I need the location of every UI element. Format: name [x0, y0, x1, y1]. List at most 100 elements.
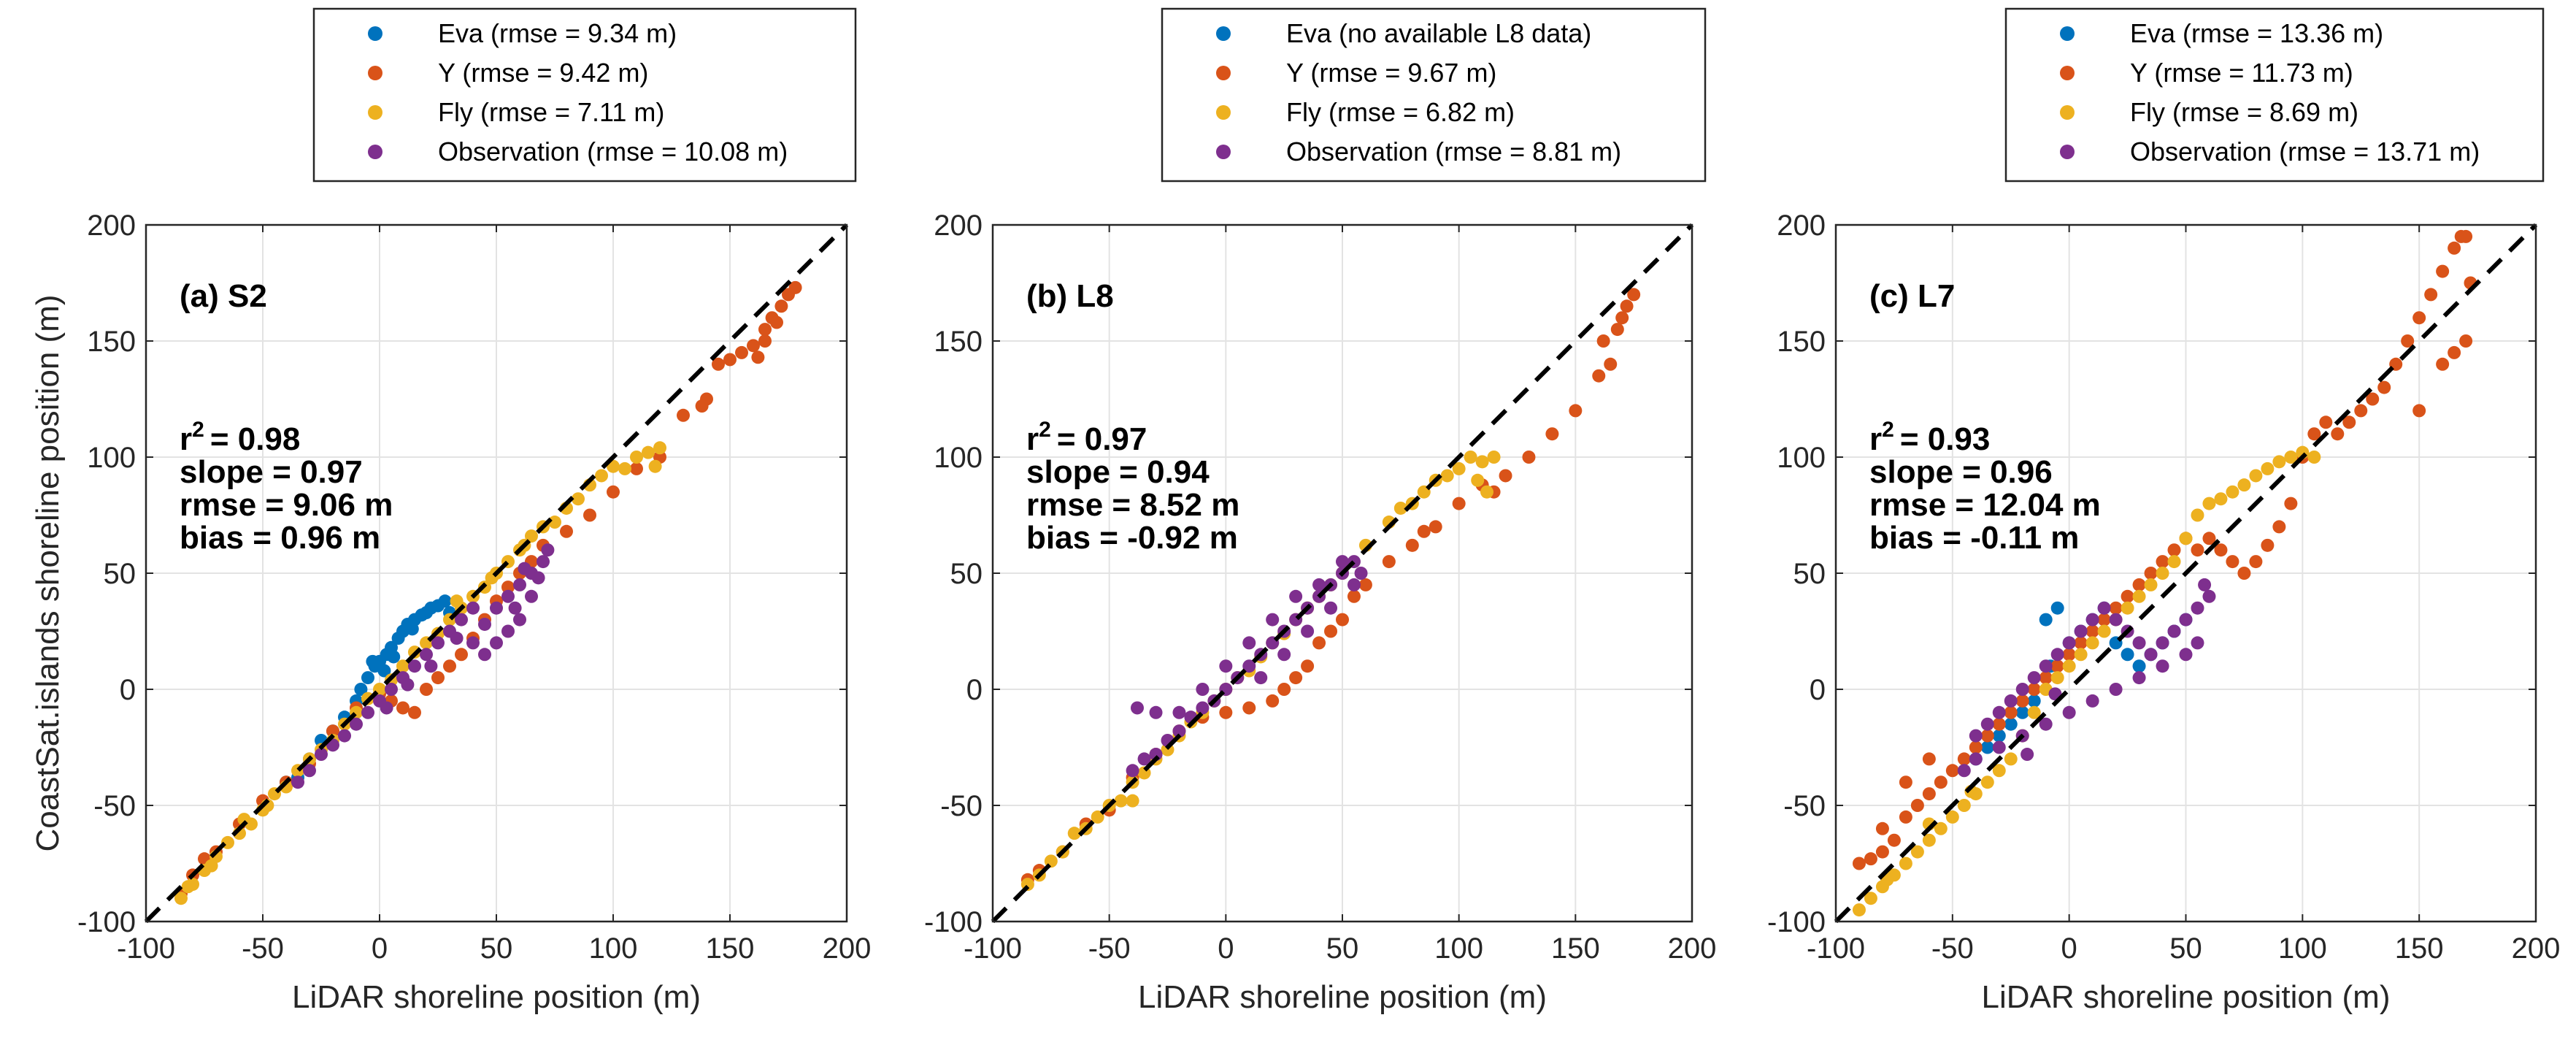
data-point	[560, 524, 573, 538]
data-point	[1242, 701, 1256, 715]
legend-entry: Observation (rmse = 8.81 m)	[1286, 137, 1621, 166]
data-point	[2004, 694, 2018, 708]
data-point	[2109, 613, 2123, 627]
legend-box	[1161, 7, 1707, 183]
data-point	[350, 717, 363, 731]
data-point	[1452, 461, 1466, 475]
data-point	[387, 650, 401, 664]
data-point	[508, 601, 522, 615]
data-point	[541, 543, 555, 557]
data-point	[2237, 478, 2251, 492]
legend-entry: Fly (rmse = 6.82 m)	[1286, 97, 1515, 127]
data-point	[2132, 589, 2146, 603]
data-point	[607, 485, 620, 499]
legend-marker	[2060, 66, 2075, 80]
data-point	[2226, 485, 2239, 499]
data-point	[2144, 578, 2158, 591]
data-point	[770, 315, 783, 329]
x-tick-label: -100	[117, 932, 175, 965]
data-point	[2062, 705, 2076, 719]
data-point	[618, 461, 631, 475]
x-tick-label: 200	[823, 932, 872, 965]
data-point	[1347, 578, 1361, 591]
data-point	[1992, 705, 2006, 719]
data-point	[2039, 613, 2053, 627]
y-tick-label: -50	[940, 790, 983, 822]
data-point	[2097, 624, 2111, 638]
data-point	[2121, 648, 2134, 662]
data-point	[1627, 288, 1641, 302]
data-point	[2132, 659, 2146, 673]
data-point	[2342, 415, 2356, 429]
data-point	[377, 664, 391, 678]
data-point	[2062, 636, 2076, 650]
data-point	[2144, 567, 2158, 580]
data-point	[1301, 659, 1315, 673]
legend: Eva (rmse = 9.34 m) Y (rmse = 9.42 m) Fly …	[312, 7, 857, 183]
data-point	[420, 683, 433, 696]
data-point	[1957, 799, 1971, 812]
data-point	[774, 299, 788, 313]
data-point	[1875, 845, 1889, 859]
data-point	[1196, 701, 1210, 715]
data-point	[1910, 845, 1924, 859]
one-to-one-line	[1834, 223, 2538, 924]
data-point	[2027, 705, 2041, 719]
data-point	[1324, 601, 1338, 615]
data-point	[653, 441, 666, 455]
data-point	[712, 357, 725, 371]
data-point	[2121, 589, 2134, 603]
x-tick-label: 50	[1326, 932, 1359, 965]
data-point	[531, 571, 545, 585]
data-point	[1610, 323, 1624, 337]
data-point	[2097, 613, 2111, 627]
y-tick-label: 0	[120, 674, 136, 706]
legend-marker	[1216, 26, 1231, 41]
data-point	[2156, 659, 2169, 673]
legend-entry: Eva (rmse = 9.34 m)	[438, 18, 677, 48]
y-tick-label: -50	[1783, 790, 1826, 822]
data-point	[354, 683, 368, 696]
data-point	[2144, 648, 2158, 662]
y-tick-label: -50	[93, 790, 136, 822]
data-point	[1429, 520, 1442, 534]
data-point	[408, 705, 421, 719]
x-axis-label: LiDAR shoreline position (m)	[292, 979, 701, 1015]
data-point	[2021, 748, 2034, 762]
data-point	[2249, 555, 2263, 569]
data-point	[630, 461, 643, 475]
data-point	[303, 764, 316, 778]
data-point	[1172, 705, 1186, 719]
data-point	[2015, 694, 2029, 708]
stat-r2-value: = 0.98	[210, 421, 301, 457]
data-point	[1969, 740, 1983, 754]
data-point	[1875, 821, 1889, 835]
data-point	[291, 775, 304, 789]
data-point	[2004, 752, 2018, 766]
data-point	[366, 654, 380, 668]
data-point	[525, 529, 538, 543]
x-axis-label: LiDAR shoreline position (m)	[1982, 979, 2391, 1015]
legend-entry: Y (rmse = 9.67 m)	[1286, 58, 1496, 88]
y-tick-label: 100	[1777, 442, 1826, 474]
data-point	[2284, 497, 2298, 510]
data-point	[1149, 705, 1163, 719]
data-point	[2319, 415, 2333, 429]
data-point	[2132, 578, 2146, 591]
legend-marker	[368, 26, 382, 41]
stat-line: slope = 0.97	[180, 454, 363, 490]
y-tick-label: 150	[1777, 326, 1826, 358]
data-point	[490, 601, 503, 615]
data-point	[2377, 380, 2391, 394]
data-point	[466, 636, 480, 650]
data-point	[1604, 357, 1618, 371]
data-point	[1899, 775, 1912, 789]
y-tick-label: 0	[1810, 674, 1826, 706]
data-point	[1569, 404, 1583, 418]
data-point	[2062, 659, 2076, 673]
stat-r2-value: = 0.93	[1900, 421, 1991, 457]
panel-2: -100 -50 0 50 100 150 200 -100 -50 0 50 100 150 200 Li…	[1767, 7, 2560, 1015]
data-point	[1266, 694, 1280, 708]
data-point	[1899, 810, 1912, 824]
legend-marker	[2060, 105, 2075, 120]
